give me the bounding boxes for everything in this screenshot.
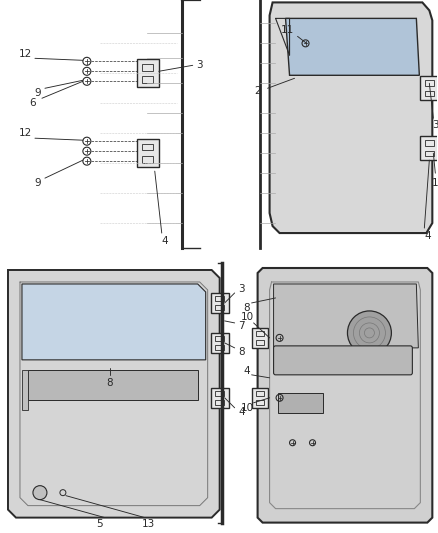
Bar [142,76,153,83]
Polygon shape [8,270,220,518]
Polygon shape [258,268,432,522]
Text: 5: 5 [96,519,103,529]
Bar [251,388,268,408]
Polygon shape [22,370,28,410]
Text: 9: 9 [35,178,41,188]
Text: 1: 1 [432,178,438,188]
Text: 13: 13 [142,519,155,529]
Bar [256,331,264,336]
Bar [215,336,224,341]
Bar [420,76,438,100]
Bar [215,305,224,310]
Text: 12: 12 [18,128,32,138]
Polygon shape [274,284,418,348]
Polygon shape [286,18,419,75]
Polygon shape [28,370,198,400]
Text: 6: 6 [30,98,36,108]
Text: 3: 3 [196,60,203,70]
Text: 8: 8 [243,303,250,313]
Text: 4: 4 [162,236,168,246]
Circle shape [347,311,392,355]
Text: 4: 4 [243,366,250,376]
Bar [256,391,264,396]
Text: 9: 9 [35,88,41,98]
Polygon shape [278,393,322,413]
Bar [425,140,434,146]
Bar [211,333,229,353]
Bar [256,340,264,345]
Bar [211,293,229,313]
Text: 3: 3 [238,284,245,294]
Text: 10: 10 [241,403,254,413]
Text: 2: 2 [254,86,261,96]
Text: 11: 11 [281,26,294,35]
Circle shape [33,486,47,499]
FancyBboxPatch shape [274,346,412,375]
Polygon shape [22,284,206,360]
Bar [215,296,224,301]
Bar [211,388,229,408]
Text: 10: 10 [241,312,254,322]
Text: 7: 7 [238,321,245,331]
Bar [425,91,434,96]
Bar [215,400,224,405]
Bar [425,80,434,86]
Bar [137,139,159,167]
Bar [215,345,224,350]
Text: 8: 8 [106,378,113,388]
Bar [142,64,153,70]
Text: 12: 12 [18,50,32,59]
Text: 4: 4 [424,231,431,241]
Text: 4: 4 [238,407,245,417]
Text: 8: 8 [238,347,245,357]
Polygon shape [269,3,432,233]
Text: 3: 3 [432,120,438,130]
Bar [256,400,264,405]
Bar [251,328,268,348]
Bar [142,156,153,163]
Bar [425,151,434,156]
Bar [420,136,438,160]
Bar [215,391,224,396]
Bar [137,59,159,87]
Bar [142,144,153,150]
